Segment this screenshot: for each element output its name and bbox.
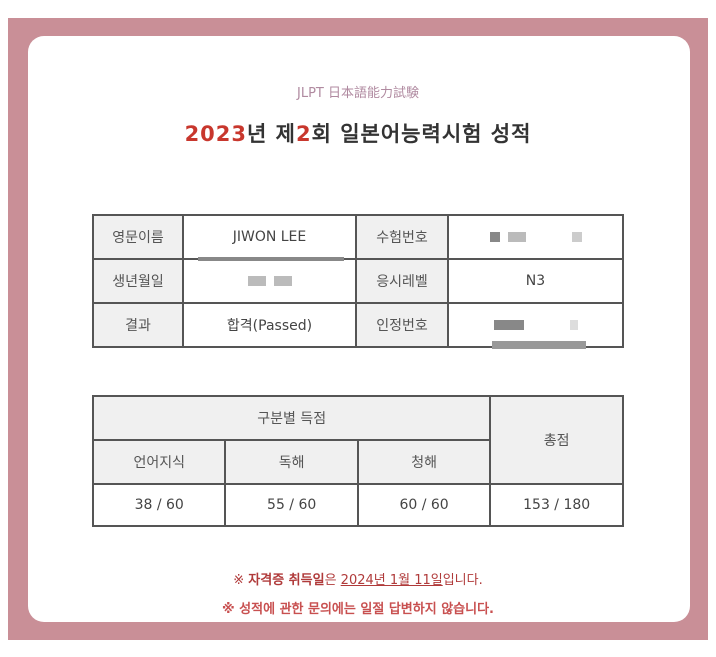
section-header: 구분별 득점: [91, 395, 492, 441]
score-language: 38 / 60: [91, 483, 227, 527]
level-label: 응시레벨: [355, 258, 449, 304]
birth-label: 생년월일: [92, 258, 184, 304]
cert-no-label: 인정번호: [355, 302, 449, 348]
name-value: JIWON LEE: [182, 214, 357, 260]
redaction-bar: [492, 341, 586, 349]
col-reading: 독해: [224, 439, 359, 485]
exam-no-value: [447, 214, 624, 260]
birth-value: [182, 258, 357, 304]
redaction-bar: [198, 257, 344, 261]
info-table: 영문이름 JIWON LEE 수험번호 생년월일 응시레벨 N3 결과 합격(P…: [92, 214, 624, 348]
page-title: 2023년 제2회 일본어능력시험 성적: [184, 122, 532, 146]
score-table: 구분별 득점 총점 언어지식 독해 청해 38 / 60 55 / 60 60 …: [91, 395, 624, 527]
cert-no-value: [447, 302, 624, 348]
col-language: 언어지식: [91, 439, 227, 485]
level-value: N3: [447, 258, 624, 304]
subtitle: JLPT 日本語能力試験: [297, 86, 419, 101]
exam-no-label: 수험번호: [355, 214, 449, 260]
score-listening: 60 / 60: [356, 483, 492, 527]
result-value: 합격(Passed): [182, 302, 357, 348]
result-label: 결과: [92, 302, 184, 348]
col-listening: 청해: [356, 439, 492, 485]
total-header: 총점: [489, 395, 624, 485]
score-reading: 55 / 60: [224, 483, 359, 527]
score-total: 153 / 180: [489, 483, 624, 527]
inquiry-note: ※ 성적에 관한 문의에는 일절 답변하지 않습니다.: [222, 602, 494, 617]
name-label: 영문이름: [92, 214, 184, 260]
certificate-date-note: ※ 자격증 취득일은 2024년 1월 11일입니다.: [233, 573, 483, 588]
